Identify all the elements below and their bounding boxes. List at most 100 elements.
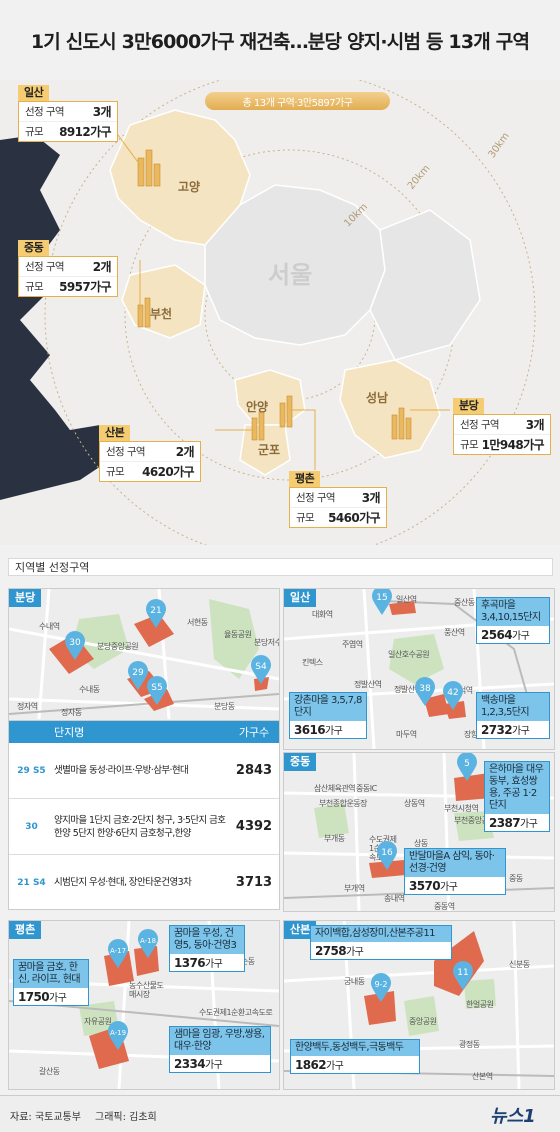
pin-marker[interactable]: 42 [442,681,464,711]
map-label: 정발산동 [394,685,422,694]
map-label: 중동IC [356,784,377,793]
zones-value: 2개 [175,445,195,459]
pin-marker[interactable]: 16 [376,841,398,871]
row-name: 양지마을 1단지 금호·2단지 청구, 3·5단지 금호한양 5단지 한양·6단… [54,814,226,839]
row-name: 샛별마을 동성·라이프·우방·삼부·현대 [54,765,189,776]
map-label-goyang: 고양 [178,180,201,194]
map-label: 서현동 [187,618,208,627]
row-count: 4392 [235,819,273,834]
zones-label: 선정 구역 [296,492,336,504]
map-label: 부천종합운동장 [319,799,368,808]
complex-value: 2732 [481,723,513,737]
pin-label: S5 [151,683,162,693]
city-card-jungdong: 중동 선정 구역 2개 규모 5957가구 [18,240,118,297]
complex-title: 한양백두,동성백두,극동백두 [291,1040,419,1056]
pin-label: A-19 [110,1029,126,1037]
pin-marker[interactable]: A-17 [107,939,129,969]
panel-tag: 중동 [284,753,317,771]
complex-value: 2758 [315,944,347,958]
map-label: 산본역 [472,1072,493,1081]
complex-value: 1750 [18,990,50,1004]
panel-tag: 평촌 [9,921,42,939]
complex-title: 은하마을 대우동부, 효성쌍용, 주공 1·2단지 [485,762,549,814]
zones-label: 선정 구역 [460,419,500,431]
pin-marker[interactable]: S5 [146,676,168,706]
row-pin: 30 [25,821,38,832]
complex-card: 강촌마을 3,5,7,8단지 3616가구 [289,692,367,739]
table-row: 29 S5 샛별마을 동성·라이프·우방·삼부·현대 2843 [9,743,279,799]
complex-card: 꿈마을 금호, 한신, 라이프, 현대 1750가구 [13,959,89,1006]
pin-label: 29 [132,668,144,678]
table-header: 단지명 가구수 [9,721,279,743]
pin-marker[interactable]: 29 [127,661,149,691]
city-name: 평촌 [289,471,321,487]
map-label: 부개역 [344,884,365,893]
complex-unit: 가구 [205,959,223,970]
sea [0,135,110,500]
overview-map [0,80,560,545]
row-pin: 29 [17,765,30,776]
pin-marker[interactable]: A-18 [137,929,159,959]
complex-title: 자이백합,삼성장미,산본주공11 [311,926,451,942]
map-label: 상동역 [404,799,425,808]
city-card-sanbon: 산본 선정 구역 2개 규모 4620가구 [99,425,201,482]
map-label: 자유공원 [84,1017,112,1026]
complex-unit: 가구 [512,631,530,642]
map-label: 한얼공원 [466,1000,494,1009]
city-card-ilsan: 일산 선정 구역 3개 규모 8912가구 [18,85,118,142]
pin-label: A-17 [110,947,126,955]
pin-marker[interactable]: 5 [456,753,478,782]
complex-value: 2334 [174,1057,206,1071]
map-label: 주엽역 [342,640,363,649]
complex-unit: 가구 [346,947,364,958]
region-seongnam [339,359,441,459]
city-name: 산본 [99,425,131,441]
city-name: 분당 [453,398,485,414]
pin-marker[interactable]: A-19 [107,1021,129,1051]
pin-marker[interactable]: 9-2 [370,973,392,1003]
map-label: 궁내동 [344,977,365,986]
col-name-header: 단지명 [54,726,85,739]
map-label: 일산호수공원 [388,650,430,659]
row-pin: 21 [17,877,30,888]
pin-marker[interactable]: 15 [371,589,393,616]
pin-marker[interactable]: S4 [250,655,272,685]
complex-card: 한양백두,동성백두,극동백두 1862가구 [290,1039,420,1074]
panel-tag: 산본 [284,921,317,939]
complex-card: 백송마을 1,2,3,5단지 2732가구 [476,692,550,739]
map-label: 중앙공원 [409,1017,437,1026]
complex-title: 꿈마을 우성, 건영5, 동아·건영3 [170,926,244,954]
pin-marker[interactable]: 21 [145,599,167,629]
complex-value: 3616 [294,723,326,737]
complex-unit: 가구 [440,882,458,893]
source-credit: 자료: 국토교통부 [10,1112,81,1123]
scale-value: 8912가구 [59,125,111,139]
map-label: 부개동 [324,834,345,843]
scale-label: 규모 [106,466,125,478]
complex-card: 샘마을 임광, 우방,쌍용,대우·한양 2334가구 [169,1026,271,1073]
complex-value: 1862 [295,1058,327,1072]
graphic-credit: 그래픽: 김초희 [95,1112,157,1123]
map-label-bucheon: 부천 [150,307,173,321]
complex-unit: 가구 [512,726,530,737]
city-name: 일산 [18,85,50,101]
pin-label: S4 [255,662,267,672]
panel-ilsan: 일산 일산역 중산동 대화역 풍산역 주엽역 킨텍스 일산호수공원 정발산역 정… [283,588,555,750]
map-label: 상동 [414,839,428,848]
map-label: 율동공원 [224,630,252,639]
map-label: 광정동 [459,1040,480,1049]
panel-tag: 일산 [284,589,317,607]
scale-label: 규모 [25,281,44,293]
pin-marker[interactable]: 11 [452,961,474,991]
pin-label: 16 [381,848,393,858]
complex-value: 1376 [174,956,206,970]
map-label-seoul: 서울 [268,261,313,289]
map-label-gunpo: 군포 [258,443,281,457]
map-label: 마두역 [396,730,417,739]
pin-marker[interactable]: 30 [64,631,86,661]
pin-marker[interactable]: 38 [414,677,436,707]
complex-title: 후곡마을 3,4,10,15단지 [477,598,549,626]
map-label: 중산동 [454,598,475,607]
complex-card: 후곡마을 3,4,10,15단지 2564가구 [476,597,550,644]
pin-label: 21 [150,606,161,616]
